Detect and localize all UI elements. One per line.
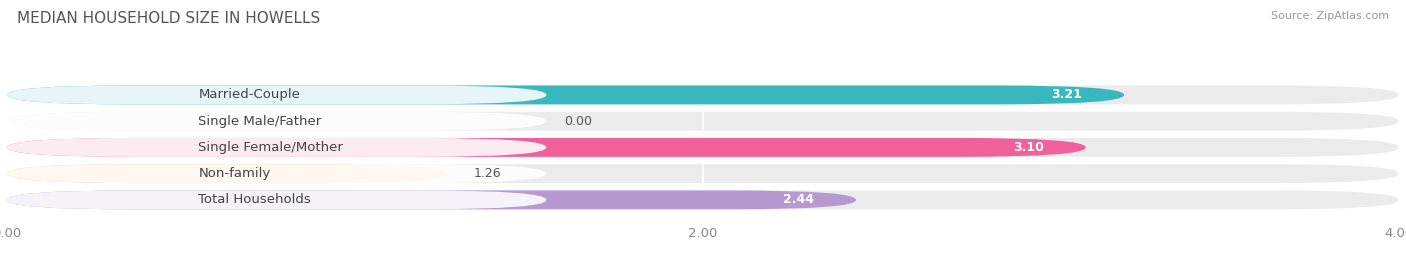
FancyBboxPatch shape <box>7 138 547 157</box>
FancyBboxPatch shape <box>7 138 1399 157</box>
FancyBboxPatch shape <box>7 112 547 131</box>
Text: Non-family: Non-family <box>198 167 271 180</box>
FancyBboxPatch shape <box>7 138 1085 157</box>
Text: 2.44: 2.44 <box>783 193 814 206</box>
Text: Single Male/Father: Single Male/Father <box>198 115 322 128</box>
FancyBboxPatch shape <box>7 85 1123 104</box>
FancyBboxPatch shape <box>7 191 547 209</box>
FancyBboxPatch shape <box>7 164 1399 183</box>
Text: MEDIAN HOUSEHOLD SIZE IN HOWELLS: MEDIAN HOUSEHOLD SIZE IN HOWELLS <box>17 11 321 26</box>
Text: Total Households: Total Households <box>198 193 311 206</box>
Text: Single Female/Mother: Single Female/Mother <box>198 141 343 154</box>
Text: 0.00: 0.00 <box>564 115 592 128</box>
FancyBboxPatch shape <box>7 112 1399 131</box>
FancyBboxPatch shape <box>7 191 856 209</box>
Text: Source: ZipAtlas.com: Source: ZipAtlas.com <box>1271 11 1389 21</box>
Text: 3.21: 3.21 <box>1052 88 1083 101</box>
Text: 1.26: 1.26 <box>474 167 501 180</box>
FancyBboxPatch shape <box>7 85 1399 104</box>
FancyBboxPatch shape <box>7 191 1399 209</box>
FancyBboxPatch shape <box>7 164 547 183</box>
FancyBboxPatch shape <box>7 164 446 183</box>
Text: Married-Couple: Married-Couple <box>198 88 301 101</box>
Text: 3.10: 3.10 <box>1014 141 1045 154</box>
FancyBboxPatch shape <box>7 85 547 104</box>
